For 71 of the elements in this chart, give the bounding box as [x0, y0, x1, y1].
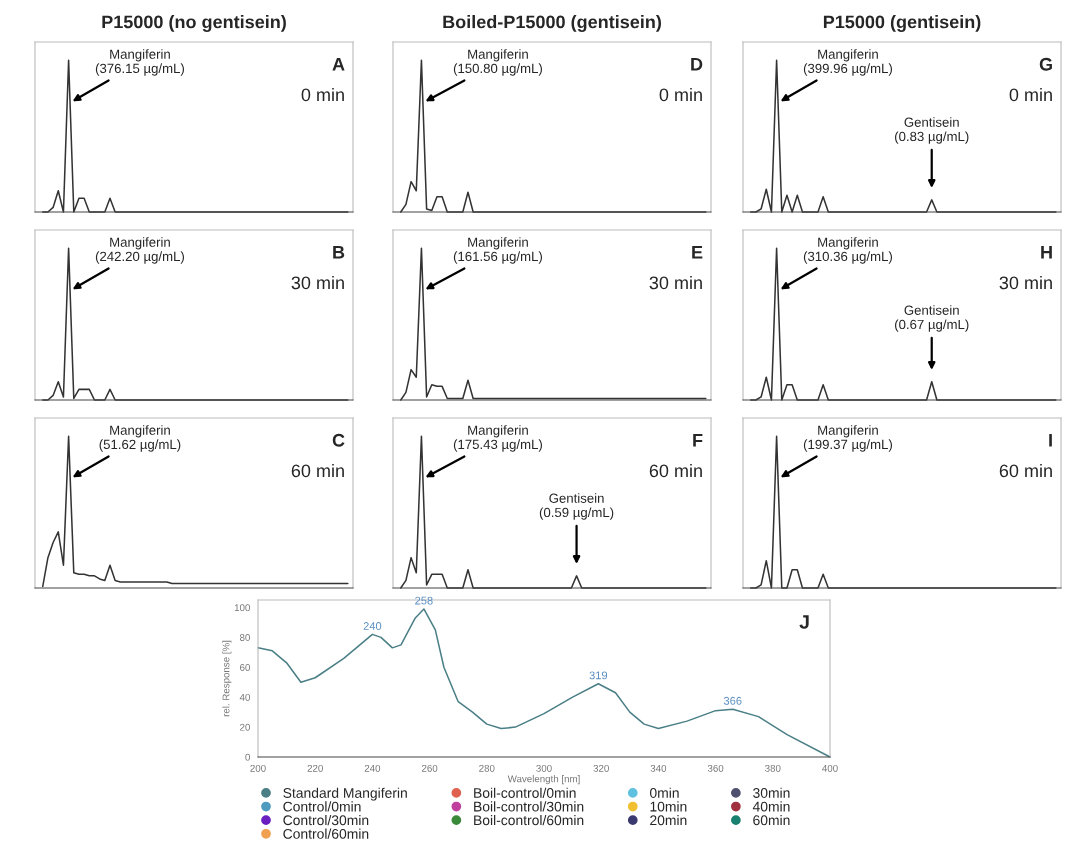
legend-label: 40min — [752, 801, 790, 812]
annotation: A — [332, 58, 345, 71]
y-axis-title: rel. Response [%] — [222, 640, 232, 717]
annotation: 30 min — [291, 275, 344, 290]
x-axis-title: Wavelength [nm] — [507, 775, 580, 785]
annotation: 319 — [589, 671, 608, 680]
annotation: Gentisein (0.67 µg/mL) — [895, 305, 969, 332]
chart-title: P15000 (gentisein) — [823, 15, 981, 32]
x-tick-label: 220 — [307, 764, 323, 772]
x-tick-label: 200 — [250, 764, 266, 772]
annotation: Mangiferin (310.36 µg/mL) — [803, 237, 892, 264]
annotation: E — [692, 246, 703, 259]
legend-label: 0min — [649, 787, 679, 798]
y-tick-label: 40 — [239, 693, 250, 701]
annotation: 30 min — [999, 275, 1052, 290]
annotation: Mangiferin (161.56 µg/mL) — [453, 237, 542, 264]
legend-label: Control/30min — [283, 814, 369, 826]
annotation: B — [333, 246, 345, 259]
legend-label: 20min — [650, 814, 687, 826]
legend-label: Boil-control/0min — [474, 787, 576, 798]
y-tick-label: 80 — [239, 634, 250, 641]
annotation: Mangiferin (242.20 µg/mL) — [95, 237, 184, 264]
annotation: Mangiferin (399.96 µg/mL) — [803, 49, 892, 76]
annotation: C — [332, 433, 345, 447]
annotation: Gentisein (0.59 µg/mL) — [539, 493, 614, 520]
x-tick-label: 380 — [765, 764, 781, 772]
annotation: 258 — [415, 596, 433, 605]
chart-title: P15000 (no gentisein) — [102, 15, 286, 32]
annotation: Mangiferin (51.62 µg/mL) — [99, 425, 181, 452]
legend-label: 10min — [650, 801, 687, 812]
annotation: Mangiferin (199.37 µg/mL) — [803, 425, 892, 452]
x-tick-label: 360 — [707, 764, 724, 772]
x-tick-label: 260 — [421, 764, 438, 772]
annotation: Mangiferin (175.43 µg/mL) — [453, 425, 542, 452]
annotation: D — [691, 58, 703, 71]
annotation: Gentisein (0.83 µg/mL) — [895, 117, 969, 144]
annotation: J — [799, 615, 809, 629]
x-tick-label: 400 — [822, 764, 838, 772]
x-tick-label: 340 — [650, 764, 667, 772]
x-tick-label: 280 — [479, 764, 495, 772]
y-tick-label: 20 — [240, 723, 250, 731]
legend-label: Standard Mangiferin — [283, 787, 407, 801]
annotation: F — [693, 434, 703, 447]
chart-title: Boiled-P15000 (gentisein) — [443, 15, 661, 32]
y-tick-label: 100 — [234, 604, 250, 612]
legend-label: Boil-control/60min — [474, 814, 584, 826]
annotation: 30 min — [649, 275, 702, 290]
legend-label: 30min — [753, 787, 790, 798]
line-series — [257, 608, 831, 758]
legend-label: Control/0min — [283, 801, 361, 812]
x-tick-label: 300 — [536, 764, 552, 772]
annotation: 0 min — [301, 87, 344, 102]
y-tick-label: 0 — [245, 753, 250, 761]
annotation: Mangiferin (150.80 µg/mL) — [453, 49, 542, 76]
annotation: 60 min — [649, 463, 702, 478]
annotation: I — [1049, 434, 1052, 447]
x-tick-label: 240 — [364, 764, 381, 772]
annotation: 0 min — [1009, 87, 1052, 102]
x-tick-label: 320 — [593, 764, 609, 772]
annotation: 240 — [363, 622, 382, 630]
annotation: G — [1039, 57, 1052, 71]
y-tick-label: 60 — [240, 664, 250, 671]
legend-label: 60min — [753, 814, 790, 826]
annotation: 0 min — [659, 87, 702, 102]
legend-label: Control/60min — [283, 828, 369, 839]
annotation: H — [1041, 246, 1052, 259]
annotation: Mangiferin (376.15 µg/mL) — [95, 49, 184, 76]
legend-label: Boil-control/30min — [474, 801, 584, 812]
annotation: 60 min — [999, 463, 1052, 478]
annotation: 366 — [723, 696, 742, 705]
annotation: 60 min — [291, 463, 344, 478]
